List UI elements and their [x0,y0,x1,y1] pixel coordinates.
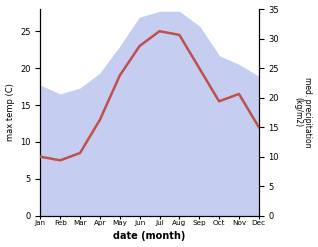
X-axis label: date (month): date (month) [114,231,186,242]
Y-axis label: max temp (C): max temp (C) [5,83,15,141]
Y-axis label: med. precipitation
(kg/m2): med. precipitation (kg/m2) [293,77,313,148]
